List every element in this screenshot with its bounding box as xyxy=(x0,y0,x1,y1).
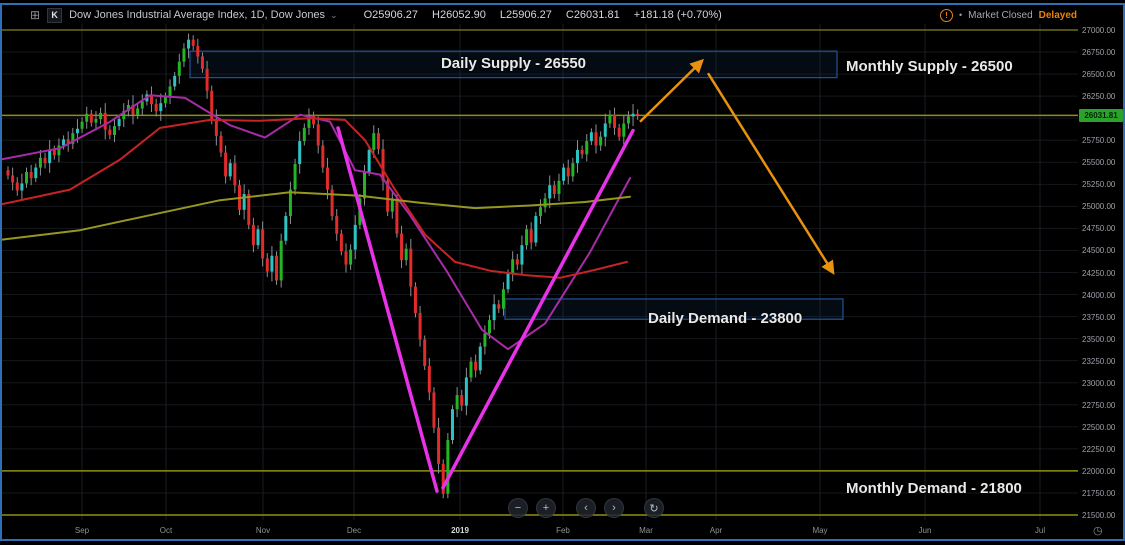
time-tick-label: Dec xyxy=(346,526,362,535)
price-tick-label: 23500.00 xyxy=(1082,334,1116,344)
monthly-demand-label: Monthly Demand - 21800 xyxy=(846,480,1022,497)
time-tick-label: Apr xyxy=(709,526,723,535)
price-tick-label: 22000.00 xyxy=(1082,466,1116,476)
scroll-left-button[interactable]: ‹ xyxy=(576,498,596,518)
time-tick-label: May xyxy=(812,526,828,535)
open-value: O25906.27 xyxy=(363,9,419,21)
price-tick-label: 22250.00 xyxy=(1082,444,1116,454)
price-tick-label: 25000.00 xyxy=(1082,202,1116,212)
symbol-title[interactable]: Dow Jones Industrial Average Index, 1D, … xyxy=(69,9,326,21)
daily-demand-label: Daily Demand - 23800 xyxy=(648,310,803,327)
arrow-up-to-supply[interactable] xyxy=(639,58,704,123)
price-tick-label: 25250.00 xyxy=(1082,180,1116,190)
market-status: ! • Market Closed Delayed xyxy=(940,8,1077,22)
price-tick-label: 22750.00 xyxy=(1082,400,1116,410)
layout-grid-icon[interactable]: ⊞ xyxy=(30,8,41,22)
price-tick-label: 25750.00 xyxy=(1082,136,1116,146)
zoom-in-button[interactable]: + xyxy=(536,498,556,518)
high-value: H26052.90 xyxy=(432,9,486,21)
price-tick-label: 23250.00 xyxy=(1082,356,1116,366)
ohlc-readout: O25906.27 H26052.90 L25906.27 C26031.81 … xyxy=(364,9,722,21)
time-tick-label: Feb xyxy=(556,526,570,535)
time-tick-label: Nov xyxy=(255,526,271,535)
price-tick-label: 23000.00 xyxy=(1082,378,1116,388)
delayed-badge: Delayed xyxy=(1038,9,1077,21)
symbol-logo-icon: K xyxy=(47,7,63,23)
price-tick-label: 27000.00 xyxy=(1082,26,1116,35)
v-right[interactable] xyxy=(441,128,635,490)
price-tick-label: 24250.00 xyxy=(1082,268,1116,278)
change-value: +181.18 (+0.70%) xyxy=(633,9,722,21)
zoom-out-button[interactable]: − xyxy=(508,498,528,518)
candlestick-series xyxy=(6,33,640,499)
price-tick-label: 24000.00 xyxy=(1082,290,1116,300)
clock-icon[interactable]: ◷ xyxy=(1093,525,1103,537)
price-tick-label: 21500.00 xyxy=(1082,511,1116,520)
chart-nav-toolbar: − + ‹ › ↻ xyxy=(508,498,664,518)
chevron-down-icon[interactable]: ⌄ xyxy=(330,9,338,20)
time-tick-label: Mar xyxy=(639,526,653,535)
arrow-down-to-demand[interactable] xyxy=(706,72,835,275)
low-value: L25906.27 xyxy=(499,9,552,21)
market-closed-label: Market Closed xyxy=(968,9,1033,21)
price-tick-label: 25500.00 xyxy=(1082,158,1116,168)
reset-view-button[interactable]: ↻ xyxy=(644,498,664,518)
price-tick-label: 26750.00 xyxy=(1082,48,1116,58)
daily-supply-label: Daily Supply - 26550 xyxy=(440,55,587,72)
monthly-supply-label: Monthly Supply - 26500 xyxy=(846,58,1013,75)
scroll-right-button[interactable]: › xyxy=(604,498,624,518)
alert-icon[interactable]: ! xyxy=(940,8,954,22)
time-tick-label: 2019 xyxy=(451,526,469,535)
v-left[interactable] xyxy=(336,126,439,493)
price-axis[interactable]: 26031.81 ◷ 27000.00 26750.00 26500.00 26250… xyxy=(1079,24,1125,537)
price-tick-label: 24750.00 xyxy=(1082,224,1116,234)
price-tick-label: 24500.00 xyxy=(1082,246,1116,256)
price-tick-label: 22500.00 xyxy=(1082,422,1116,432)
ma-slow xyxy=(0,191,631,241)
ma-medium xyxy=(0,117,628,279)
daily-demand-zone xyxy=(504,298,844,320)
time-tick-label: Oct xyxy=(159,526,173,535)
daily-supply-zone xyxy=(189,50,838,79)
time-tick-label: Jun xyxy=(918,526,932,535)
close-value: C26031.81 xyxy=(565,9,620,21)
current-price-badge: 26031.81 xyxy=(1079,108,1123,122)
status-dot-icon: • xyxy=(959,10,963,20)
time-tick-label: Jul xyxy=(1034,526,1046,535)
price-tick-label: 21750.00 xyxy=(1082,488,1116,498)
time-tick-label: Sep xyxy=(74,526,90,535)
chart-header: ⊞ K Dow Jones Industrial Average Index, … xyxy=(0,5,1125,25)
price-tick-label: 26500.00 xyxy=(1082,70,1116,80)
time-axis[interactable]: Sep Oct Nov Dec 2019 Feb Mar Apr May Jun Jul xyxy=(0,522,1079,538)
price-tick-label: 26250.00 xyxy=(1082,92,1116,102)
price-tick-label: 23750.00 xyxy=(1082,312,1116,322)
